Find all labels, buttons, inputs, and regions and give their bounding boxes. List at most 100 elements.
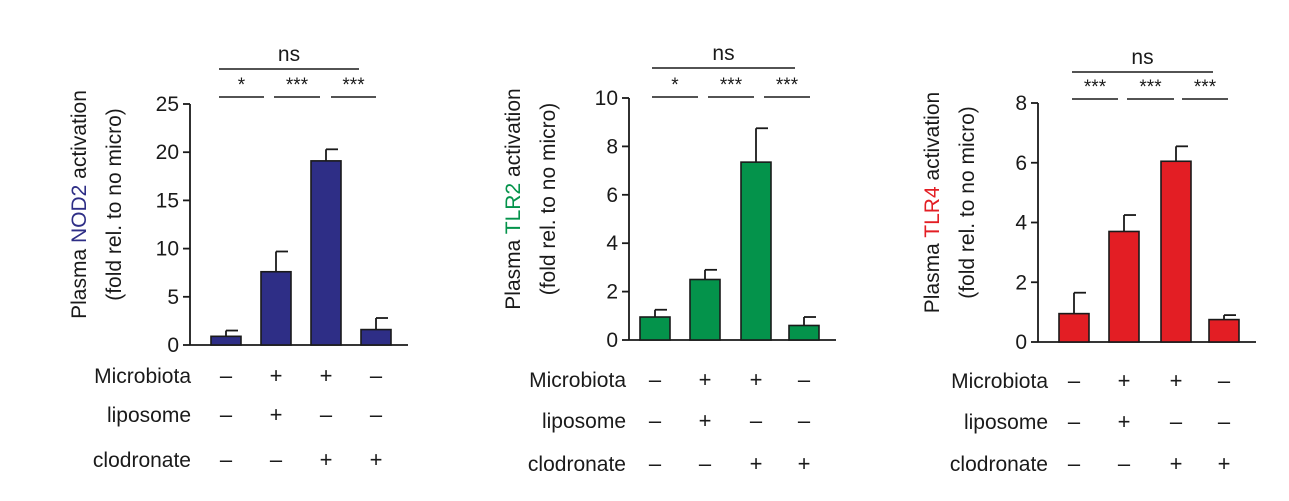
bar [639, 316, 671, 341]
y-tick-label: 10 [156, 238, 179, 261]
significance-label: *** [720, 75, 743, 96]
y-tick-label: 5 [167, 286, 179, 309]
condition-sign: + [798, 451, 811, 476]
condition-label: liposome [542, 410, 626, 433]
condition-label: clodronate [528, 453, 626, 476]
y-axis-label: Plasma NOD2 activation [68, 90, 91, 319]
condition-label: Microbiota [951, 370, 1048, 393]
bar [1208, 318, 1240, 343]
y-axis-label: Plasma TLR2 activation [502, 88, 525, 309]
condition-label: liposome [107, 404, 191, 427]
y-axis-label-line2: (fold rel. to no micro) [103, 108, 126, 301]
y-axis-label: Plasma TLR4 activation [921, 92, 944, 313]
condition-sign: – [220, 363, 233, 388]
condition-sign: + [1118, 368, 1131, 393]
condition-sign: + [320, 447, 333, 472]
bar [210, 335, 242, 346]
bar [260, 270, 292, 346]
condition-sign: – [798, 367, 811, 392]
y-label-target: NOD2 [68, 185, 91, 243]
condition-sign: + [270, 363, 283, 388]
overall-significance-label: ns [1131, 46, 1153, 69]
condition-sign: – [699, 451, 712, 476]
condition-sign: – [1068, 451, 1081, 476]
condition-sign: – [649, 408, 662, 433]
overall-significance-label: ns [712, 42, 734, 65]
condition-sign: – [1068, 409, 1081, 434]
chart-panel-3: 0 2 4 6 8 Plasma TLR4 activation (fold rel. to… [921, 46, 1256, 476]
condition-sign: – [750, 408, 763, 433]
significance-label: *** [776, 75, 799, 96]
y-label-suffix: activation [502, 88, 525, 177]
condition-sign: + [1218, 451, 1231, 476]
significance-label: *** [286, 75, 309, 96]
condition-sign: – [1218, 409, 1231, 434]
condition-sign: – [220, 447, 233, 472]
y-label-target: TLR2 [502, 183, 525, 234]
bar [689, 278, 721, 341]
significance-label: *** [1084, 77, 1107, 98]
bar [310, 160, 342, 346]
condition-label: Microbiota [529, 369, 626, 392]
significance-label: *** [1194, 77, 1217, 98]
y-tick-label: 2 [606, 281, 618, 304]
condition-sign: – [649, 367, 662, 392]
condition-sign: + [699, 367, 712, 392]
condition-sign: – [1118, 451, 1131, 476]
bar [1160, 160, 1192, 343]
condition-sign: + [750, 451, 763, 476]
condition-label: Microbiota [94, 365, 191, 388]
bar [360, 328, 392, 346]
y-label-suffix: activation [68, 90, 91, 179]
y-label-target: TLR4 [921, 186, 944, 238]
significance-label: * [671, 75, 679, 96]
condition-sign: – [370, 363, 383, 388]
y-tick-label: 20 [156, 141, 179, 164]
y-tick-label: 2 [1015, 271, 1027, 294]
bar [740, 161, 772, 341]
condition-sign: + [1170, 368, 1183, 393]
significance-label: * [238, 75, 246, 96]
condition-sign: + [370, 447, 383, 472]
condition-label: clodronate [950, 453, 1048, 476]
bar [1108, 230, 1140, 343]
condition-sign: – [270, 447, 283, 472]
condition-sign: + [699, 408, 712, 433]
y-axis-label-line2: (fold rel. to no micro) [956, 106, 979, 299]
condition-sign: + [1170, 451, 1183, 476]
condition-sign: – [1068, 368, 1081, 393]
y-tick-label: 0 [167, 334, 179, 357]
y-tick-label: 8 [1015, 92, 1027, 115]
y-axis-label-line2: (fold rel. to no micro) [537, 103, 560, 296]
condition-label: clodronate [93, 449, 191, 472]
y-tick-label: 4 [1015, 212, 1027, 235]
y-tick-label: 15 [156, 189, 179, 212]
condition-label: liposome [964, 411, 1048, 434]
y-label-prefix: Plasma [921, 243, 944, 313]
condition-sign: + [1118, 409, 1131, 434]
condition-sign: – [1170, 409, 1183, 434]
condition-sign: – [1218, 368, 1231, 393]
chart-panel-1: 0 5 10 15 20 25 Plasma NOD2 activation (fold re… [68, 43, 408, 472]
significance-label: *** [342, 75, 365, 96]
y-tick-label: 25 [156, 93, 179, 116]
y-label-prefix: Plasma [68, 249, 91, 319]
condition-sign: – [370, 402, 383, 427]
y-tick-label: 8 [606, 135, 618, 158]
condition-sign: – [798, 408, 811, 433]
y-tick-label: 0 [606, 329, 618, 352]
y-tick-label: 6 [606, 184, 618, 207]
significance-label: *** [1139, 77, 1162, 98]
y-label-prefix: Plasma [502, 239, 525, 309]
y-tick-label: 4 [606, 232, 618, 255]
condition-sign: + [750, 367, 763, 392]
overall-significance-label: ns [278, 43, 300, 66]
y-tick-label: 6 [1015, 152, 1027, 175]
condition-sign: – [220, 402, 233, 427]
chart-panel-2: 0 2 4 6 8 10 Plasma TLR2 activation (fold rel. … [502, 42, 836, 476]
y-tick-label: 10 [595, 87, 618, 110]
y-tick-label: 0 [1015, 331, 1027, 354]
condition-sign: + [270, 402, 283, 427]
condition-sign: – [649, 451, 662, 476]
